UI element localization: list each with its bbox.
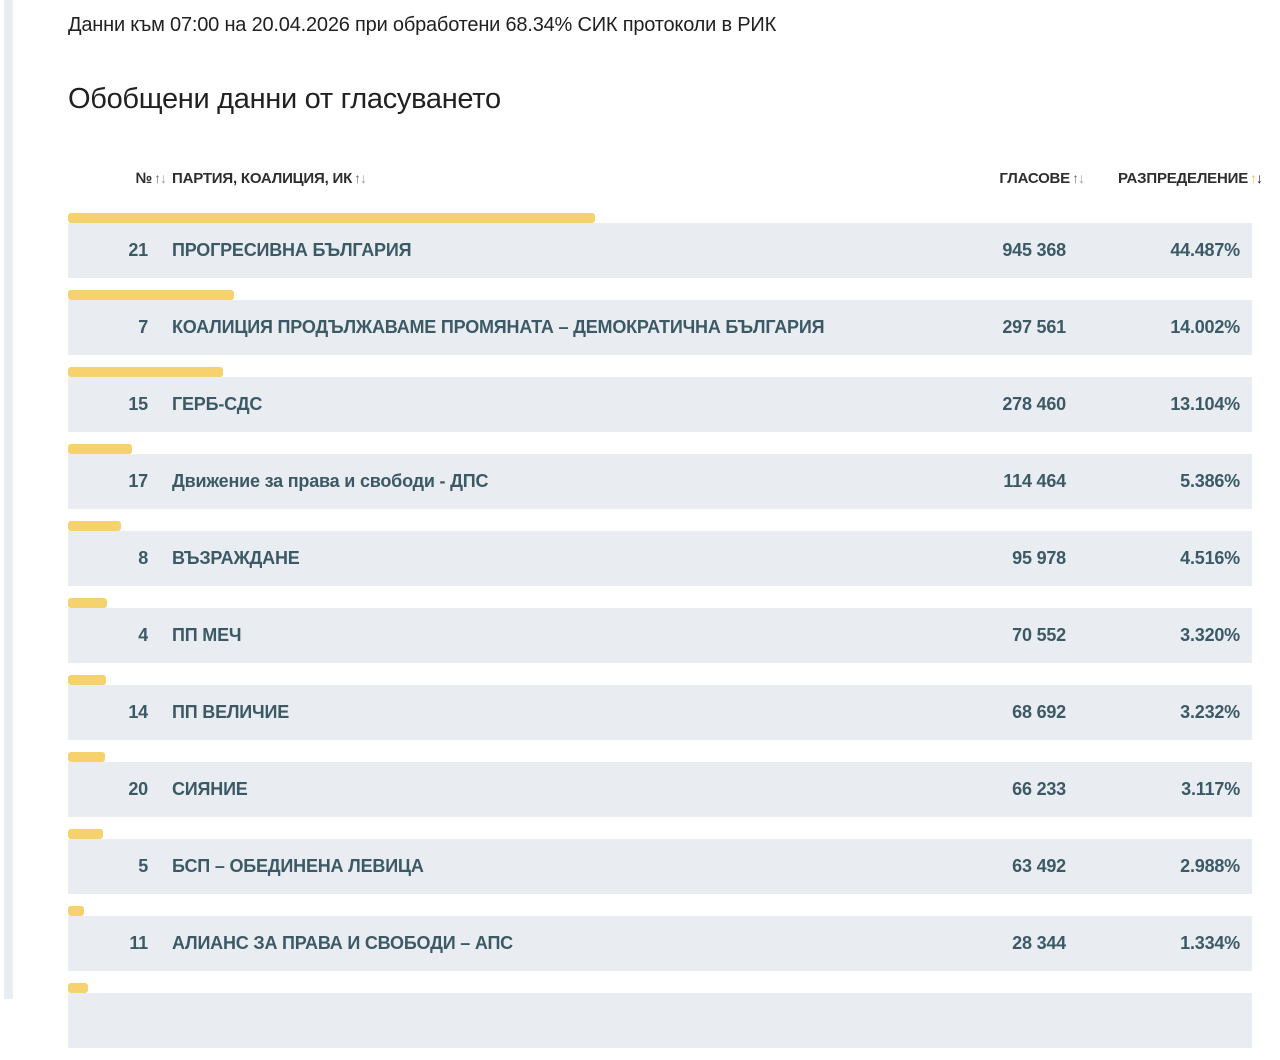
table-row-body: 7 КОАЛИЦИЯ ПРОДЪЛЖАВАМЕ ПРОМЯНАТА – ДЕМО…: [68, 300, 1252, 355]
party-name: ПРОГРЕСИВНА БЪЛГАРИЯ: [172, 240, 412, 260]
party-number: 5: [138, 856, 148, 876]
party-name: ГЕРБ-СДС: [172, 394, 263, 414]
table-row: 15 ГЕРБ-СДС 278 460 13.104%: [68, 367, 1252, 432]
table-row-body: 17 Движение за права и свободи - ДПС 114…: [68, 454, 1252, 509]
distribution-bar: [68, 213, 595, 223]
table-row-body: 15 ГЕРБ-СДС 278 460 13.104%: [68, 377, 1252, 432]
distribution-percent: 14.002%: [1170, 317, 1240, 337]
table-row: 8 ВЪЗРАЖДАНЕ 95 978 4.516%: [68, 521, 1252, 586]
sort-icons[interactable]: ↑ ↓: [1072, 170, 1085, 186]
party-name: ПП МЕЧ: [172, 625, 242, 645]
votes-value: 114 464: [1003, 471, 1066, 491]
table-row: 7 КОАЛИЦИЯ ПРОДЪЛЖАВАМЕ ПРОМЯНАТА – ДЕМО…: [68, 290, 1252, 355]
sort-asc-icon[interactable]: ↑: [154, 170, 161, 186]
page-title: Обобщени данни от гласуването: [68, 83, 501, 115]
votes-value: 70 552: [1012, 625, 1066, 645]
sort-desc-icon-active[interactable]: ↓: [1256, 170, 1263, 186]
partial-next-row: [68, 983, 1252, 1048]
party-number: 8: [138, 548, 148, 568]
distribution-bar: [68, 752, 105, 762]
sort-icons[interactable]: ↑ ↓: [154, 170, 167, 186]
table-row: 20 СИЯНИЕ 66 233 3.117%: [68, 752, 1252, 817]
party-number: 14: [128, 702, 148, 722]
sort-icons[interactable]: ↑ ↓: [1250, 170, 1263, 186]
column-header-votes-label: ГЛАСОВЕ: [999, 169, 1070, 187]
column-header-party-label: ПАРТИЯ, КОАЛИЦИЯ, ИК: [172, 169, 353, 187]
distribution-bar: [68, 444, 132, 454]
distribution-percent: 13.104%: [1170, 394, 1240, 414]
party-number: 20: [128, 779, 148, 799]
party-name: АЛИАНС ЗА ПРАВА И СВОБОДИ – АПС: [172, 933, 513, 953]
party-number: 4: [138, 625, 148, 645]
votes-value: 278 460: [1002, 394, 1066, 414]
column-header-distribution-label: РАЗПРЕДЕЛЕНИЕ: [1118, 169, 1248, 187]
votes-value: 63 492: [1012, 856, 1066, 876]
distribution-percent: 3.117%: [1181, 779, 1240, 799]
column-header-number[interactable]: № ↑ ↓: [68, 170, 167, 187]
party-name: КОАЛИЦИЯ ПРОДЪЛЖАВАМЕ ПРОМЯНАТА – ДЕМОКР…: [172, 317, 825, 337]
column-header-distribution[interactable]: РАЗПРЕДЕЛЕНИЕ ↑ ↓: [1078, 169, 1263, 187]
column-header-votes[interactable]: ГЛАСОВЕ ↑ ↓: [928, 169, 1085, 187]
party-number: 7: [138, 317, 148, 337]
table-rows: 21 ПРОГРЕСИВНА БЪЛГАРИЯ 945 368 44.487% …: [68, 213, 1252, 971]
votes-value: 945 368: [1002, 240, 1066, 260]
party-number: 15: [128, 394, 148, 414]
votes-value: 95 978: [1012, 548, 1066, 568]
table-row-body: 11 АЛИАНС ЗА ПРАВА И СВОБОДИ – АПС 28 34…: [68, 916, 1252, 971]
votes-value: 66 233: [1012, 779, 1066, 799]
party-name: СИЯНИЕ: [172, 779, 248, 799]
distribution-bar: [68, 367, 224, 377]
partial-distribution-bar: [68, 983, 89, 993]
distribution-percent: 3.232%: [1180, 702, 1240, 722]
party-name: БСП – ОБЕДИНЕНА ЛЕВИЦА: [172, 856, 424, 876]
status-line: Данни към 07:00 на 20.04.2026 при обрабо…: [68, 14, 777, 36]
table-row-body: 20 СИЯНИЕ 66 233 3.117%: [68, 762, 1252, 817]
table-row: 21 ПРОГРЕСИВНА БЪЛГАРИЯ 945 368 44.487%: [68, 213, 1252, 278]
distribution-bar: [68, 829, 104, 839]
party-name: Движение за права и свободи - ДПС: [172, 471, 489, 491]
table-row: 5 БСП – ОБЕДИНЕНА ЛЕВИЦА 63 492 2.988%: [68, 829, 1252, 894]
distribution-bar: [68, 598, 108, 608]
distribution-percent: 44.487%: [1170, 240, 1240, 260]
column-header-party[interactable]: ПАРТИЯ, КОАЛИЦИЯ, ИК ↑ ↓: [148, 170, 928, 187]
distribution-percent: 2.988%: [1180, 856, 1240, 876]
sort-asc-icon[interactable]: ↑: [1072, 170, 1079, 186]
table-row: 4 ПП МЕЧ 70 552 3.320%: [68, 598, 1252, 663]
distribution-bar: [68, 906, 84, 916]
distribution-percent: 3.320%: [1180, 625, 1240, 645]
sort-desc-icon[interactable]: ↓: [160, 170, 167, 186]
sort-icons[interactable]: ↑ ↓: [354, 170, 367, 186]
party-name: ВЪЗРАЖДАНЕ: [172, 548, 300, 568]
distribution-bar: [68, 521, 122, 531]
partial-row-background: [68, 993, 1252, 1048]
party-name: ПП ВЕЛИЧИЕ: [172, 702, 290, 722]
table-row: 11 АЛИАНС ЗА ПРАВА И СВОБОДИ – АПС 28 34…: [68, 906, 1252, 971]
table-row-body: 21 ПРОГРЕСИВНА БЪЛГАРИЯ 945 368 44.487%: [68, 223, 1252, 278]
results-page: Данни към 07:00 на 20.04.2026 при обрабо…: [68, 0, 1263, 1060]
table-header: № ↑ ↓ ПАРТИЯ, КОАЛИЦИЯ, ИК ↑ ↓ ГЛАСОВЕ ↑…: [68, 163, 1263, 193]
table-row-body: 5 БСП – ОБЕДИНЕНА ЛЕВИЦА 63 492 2.988%: [68, 839, 1252, 894]
sort-asc-icon-active[interactable]: ↑: [1250, 170, 1257, 186]
table-row-body: 4 ПП МЕЧ 70 552 3.320%: [68, 608, 1252, 663]
party-number: 17: [128, 471, 148, 491]
votes-value: 28 344: [1012, 933, 1066, 953]
table-row: 17 Движение за права и свободи - ДПС 114…: [68, 444, 1252, 509]
table-row-body: 8 ВЪЗРАЖДАНЕ 95 978 4.516%: [68, 531, 1252, 586]
table-row-body: 14 ПП ВЕЛИЧИЕ 68 692 3.232%: [68, 685, 1252, 740]
distribution-bar: [68, 290, 234, 300]
votes-value: 297 561: [1002, 317, 1066, 337]
page-left-edge-strip: [4, 0, 13, 999]
distribution-percent: 4.516%: [1180, 548, 1240, 568]
sort-desc-icon[interactable]: ↓: [1078, 170, 1085, 186]
table-row: 14 ПП ВЕЛИЧИЕ 68 692 3.232%: [68, 675, 1252, 740]
distribution-percent: 5.386%: [1180, 471, 1240, 491]
sort-desc-icon[interactable]: ↓: [360, 170, 367, 186]
sort-asc-icon[interactable]: ↑: [354, 170, 361, 186]
votes-value: 68 692: [1012, 702, 1066, 722]
party-number: 11: [129, 933, 148, 953]
column-header-number-label: №: [135, 169, 152, 187]
distribution-bar: [68, 675, 107, 685]
distribution-percent: 1.334%: [1180, 933, 1240, 953]
party-number: 21: [128, 240, 148, 260]
